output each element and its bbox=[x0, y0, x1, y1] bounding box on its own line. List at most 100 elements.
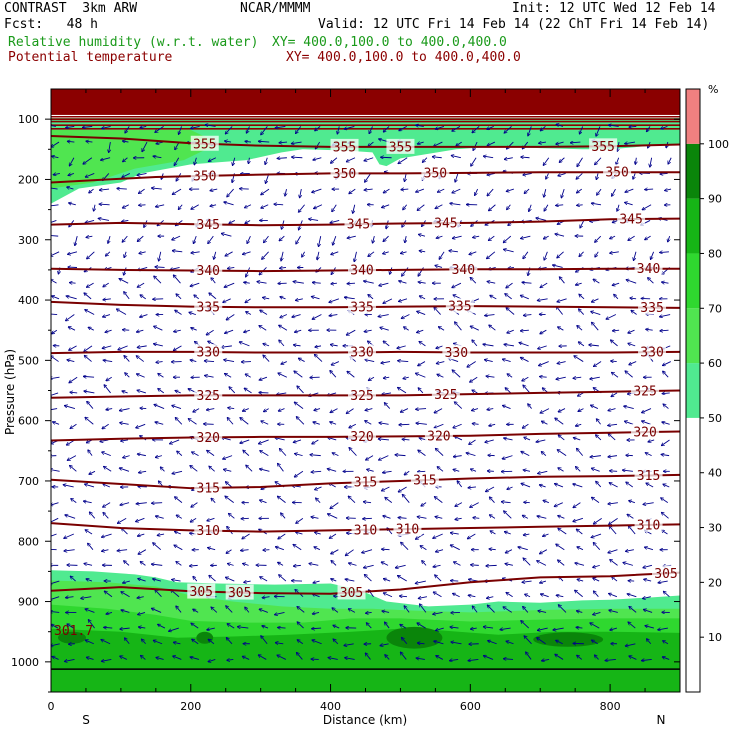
wind-vector bbox=[295, 299, 303, 301]
wind-vector bbox=[86, 657, 94, 659]
wind-vector bbox=[398, 517, 407, 518]
wind-vector bbox=[243, 563, 249, 565]
wind-vector bbox=[263, 344, 270, 346]
theta-label-bg bbox=[638, 344, 667, 360]
wind-vector bbox=[88, 620, 95, 629]
wind-vector bbox=[293, 282, 304, 284]
wind-vector bbox=[605, 659, 616, 660]
wind-vector bbox=[369, 126, 373, 133]
wind-vector bbox=[643, 564, 653, 567]
wind-vector bbox=[99, 189, 110, 190]
theta-label-350: 350 bbox=[424, 167, 447, 182]
wind-vector bbox=[81, 597, 92, 599]
wind-vector bbox=[331, 251, 339, 255]
wind-vector bbox=[631, 310, 637, 315]
theta-label-bg bbox=[194, 479, 223, 495]
wind-vector bbox=[104, 385, 111, 394]
wind-vector bbox=[315, 486, 322, 490]
wind-vector bbox=[419, 296, 426, 300]
wind-vector bbox=[259, 376, 268, 380]
wind-vector bbox=[245, 220, 251, 223]
wind-vector bbox=[661, 512, 669, 519]
wind-vector bbox=[176, 606, 182, 613]
wind-vector bbox=[51, 408, 58, 411]
wind-vector bbox=[239, 342, 250, 347]
wind-vector bbox=[331, 549, 339, 554]
wind-vector bbox=[348, 609, 356, 613]
wind-vector bbox=[85, 173, 95, 177]
wind-vector bbox=[119, 279, 129, 284]
wind-vector bbox=[245, 298, 251, 303]
y-tick-label: 500 bbox=[18, 354, 39, 367]
wind-vector bbox=[558, 516, 565, 519]
theta-label-340: 340 bbox=[350, 264, 373, 279]
organization: NCAR/MMMM bbox=[240, 1, 311, 16]
wind-vector bbox=[541, 421, 548, 425]
wind-vector bbox=[84, 345, 93, 352]
wind-vector bbox=[658, 628, 668, 630]
theta-label-bg bbox=[410, 472, 439, 488]
theta-label-bg bbox=[603, 164, 632, 180]
wind-vector bbox=[438, 327, 445, 331]
theta-label-bg bbox=[634, 467, 663, 483]
wind-vector bbox=[436, 345, 443, 349]
wind-vector bbox=[175, 497, 183, 504]
wind-vector bbox=[279, 235, 285, 241]
wind-vector bbox=[122, 141, 129, 142]
wind-vector bbox=[591, 533, 602, 537]
wind-vector bbox=[123, 157, 128, 162]
wind-vector bbox=[646, 126, 651, 131]
wind-vector bbox=[625, 188, 634, 192]
wind-vector bbox=[561, 188, 565, 198]
wind-vector bbox=[205, 375, 214, 377]
wind-vector bbox=[365, 409, 373, 411]
wind-vector bbox=[432, 157, 442, 158]
wind-vector bbox=[106, 612, 113, 614]
wind-vector bbox=[451, 642, 462, 644]
wind-vector bbox=[523, 173, 532, 175]
colorbar: 10 20 30 40 50 60 70 80 90 100 bbox=[685, 88, 729, 693]
wind-vector bbox=[553, 627, 564, 630]
wind-vector bbox=[522, 423, 529, 428]
wind-vector bbox=[643, 597, 651, 599]
wind-vector bbox=[383, 341, 390, 347]
wind-vector bbox=[225, 482, 233, 488]
wind-vector bbox=[452, 188, 461, 193]
theta-label-310: 310 bbox=[637, 518, 660, 533]
wind-vector bbox=[293, 439, 302, 443]
wind-vector bbox=[487, 251, 496, 259]
wind-vector bbox=[645, 235, 651, 240]
wind-vector bbox=[557, 362, 566, 364]
wind-vector bbox=[609, 483, 618, 488]
wind-vector bbox=[297, 607, 305, 613]
wind-vector bbox=[591, 298, 599, 302]
wind-vector bbox=[172, 235, 181, 240]
wind-vector bbox=[51, 596, 60, 600]
wind-vector bbox=[595, 157, 602, 165]
wind-vector bbox=[333, 639, 339, 645]
wind-vector bbox=[416, 409, 427, 410]
wind-vector bbox=[415, 373, 426, 378]
axes-layer: 0 200 400 600 800 100 200 300 400 500 600 700 800 900… bbox=[11, 88, 681, 713]
wind-vector bbox=[622, 470, 633, 471]
wind-vector bbox=[224, 282, 235, 287]
wind-vector bbox=[312, 314, 322, 320]
wind-vector bbox=[193, 576, 198, 582]
wind-vector bbox=[333, 235, 337, 245]
wind-vector bbox=[242, 251, 251, 255]
wind-vector bbox=[68, 173, 75, 175]
wind-vector bbox=[380, 644, 389, 646]
wind-vector bbox=[504, 158, 513, 160]
wind-vector bbox=[612, 577, 618, 582]
wind-vector bbox=[573, 438, 581, 441]
wind-vector bbox=[160, 467, 165, 472]
wind-vector bbox=[136, 330, 144, 332]
wind-vector bbox=[330, 422, 337, 425]
wind-vector bbox=[506, 282, 513, 288]
wind-vector bbox=[487, 188, 494, 196]
wind-vector bbox=[544, 188, 546, 197]
theta-label-bg bbox=[431, 215, 460, 231]
wind-vector bbox=[191, 502, 198, 508]
wind-vector bbox=[558, 435, 565, 441]
wind-vector bbox=[53, 173, 60, 174]
